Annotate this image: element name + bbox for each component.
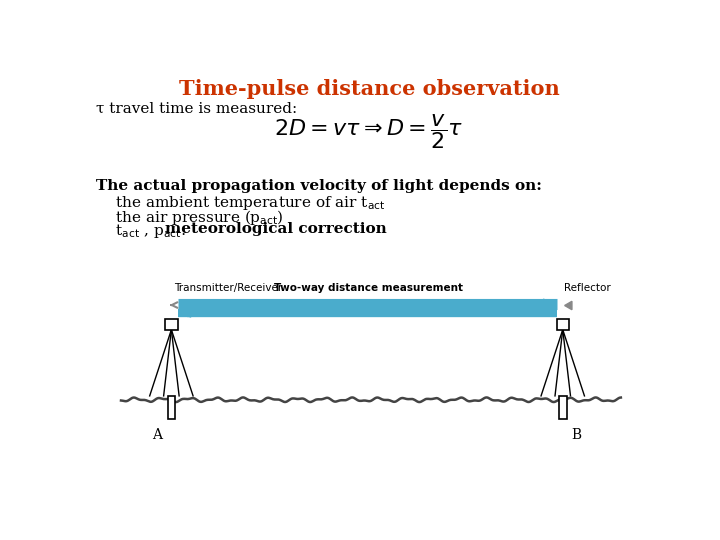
Text: Two-way distance measurement: Two-way distance measurement [274,283,464,293]
Text: τ travel time is measured:: τ travel time is measured: [96,102,297,116]
Bar [559,396,567,419]
Text: the ambient temperature of air t$_{\rm act}$: the ambient temperature of air t$_{\rm a… [96,194,386,212]
Bar [165,319,178,330]
Text: A: A [153,428,163,442]
Bar [557,319,569,330]
Text: the air pressure (p$_{\rm act}$): the air pressure (p$_{\rm act}$) [96,208,284,227]
Text: meteorological correction: meteorological correction [165,222,387,236]
Text: Transmitter/Receiver: Transmitter/Receiver [174,283,283,293]
Text: B: B [572,428,582,442]
Text: t$_{\rm act}$ , p$_{\rm act}$:: t$_{\rm act}$ , p$_{\rm act}$: [96,222,188,240]
Text: Reflector: Reflector [564,283,611,293]
Bar [168,396,175,419]
Text: The actual propagation velocity of light depends on:: The actual propagation velocity of light… [96,179,542,193]
Text: $2D = v\tau \Rightarrow D = \dfrac{v}{2}\tau$: $2D = v\tau \Rightarrow D = \dfrac{v}{2}… [274,112,464,152]
Text: Time-pulse distance observation: Time-pulse distance observation [179,79,559,99]
